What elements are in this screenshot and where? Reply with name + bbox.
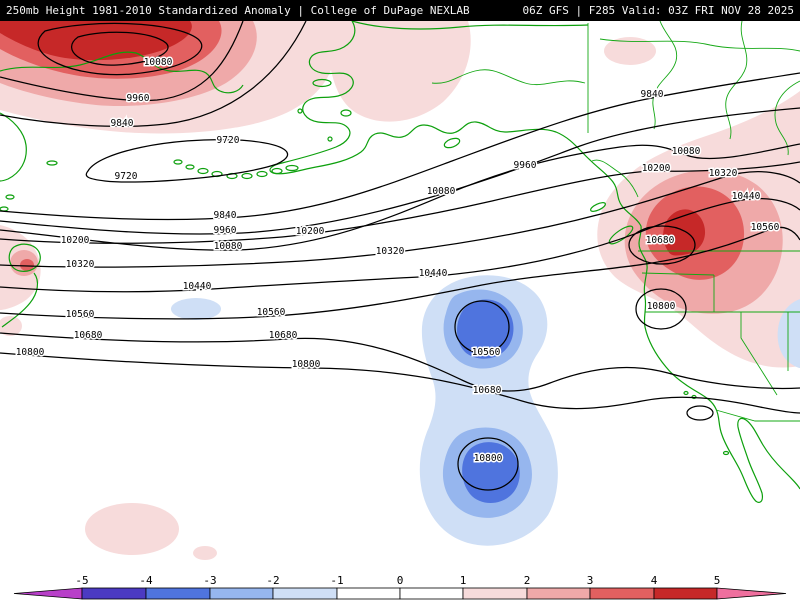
- weather-map: 1008099609840972097209840996010080102001…: [0, 21, 800, 572]
- colorbar-tick-label: 3: [587, 574, 594, 587]
- contour-label: 10320: [376, 246, 405, 257]
- colorbar-tick-label: -2: [266, 574, 279, 587]
- colorbar-tick-label: 1: [460, 574, 467, 587]
- contour-label: 10680: [646, 235, 675, 246]
- contour-label: 10080: [672, 146, 701, 157]
- map-canvas: 1008099609840972097209840996010080102001…: [0, 21, 800, 572]
- contour-label: 10200: [642, 163, 671, 174]
- title-bar: 250mb Height 1981-2010 Standardized Anom…: [0, 0, 800, 21]
- contour-label: 10440: [183, 281, 212, 292]
- contour-label: 10560: [472, 347, 501, 358]
- contour-label: 10320: [709, 168, 738, 179]
- contour-label: 10680: [269, 330, 298, 341]
- contour-label: 10080: [427, 186, 456, 197]
- colorbar-tick-label: -1: [330, 574, 343, 587]
- contour-label: 10080: [144, 57, 173, 68]
- colorbar-segment: [82, 588, 146, 599]
- contour-label: 10680: [473, 385, 502, 396]
- contour-label: 9840: [111, 118, 134, 129]
- contour-label: 9840: [641, 89, 664, 100]
- contour-label: 10560: [751, 222, 780, 233]
- contour-label: 10440: [732, 191, 761, 202]
- colorbar-segment: [654, 588, 717, 599]
- contour-label: 10800: [647, 301, 676, 312]
- colorbar-segment: [590, 588, 654, 599]
- colorbar-segment: [527, 588, 590, 599]
- anomaly-colorbar: -5 -4 -3 -2 -1 0 1 2 3 4 5: [0, 572, 800, 600]
- colorbar-segment: [337, 588, 400, 599]
- colorbar-segment: [210, 588, 273, 599]
- contour-label: 10800: [474, 453, 503, 464]
- colorbar-segment: [273, 588, 337, 599]
- contour-label: 9720: [115, 171, 138, 182]
- contour-label: 10080: [214, 241, 243, 252]
- colorbar-segment: [717, 588, 786, 599]
- contour-label: 10800: [16, 347, 45, 358]
- contour-label: 10320: [66, 259, 95, 270]
- colorbar-tick-label: -4: [139, 574, 153, 587]
- contour-label: 10200: [296, 226, 325, 237]
- colorbar-tick-label: -3: [203, 574, 216, 587]
- contour-label: 9840: [214, 210, 237, 221]
- contour-label: 10800: [292, 359, 321, 370]
- colorbar-tick-label: 4: [651, 574, 658, 587]
- colorbar-canvas: -5 -4 -3 -2 -1 0 1 2 3 4 5: [0, 572, 800, 600]
- contour-label: 10680: [74, 330, 103, 341]
- run-valid-time: 06Z GFS | F285 Valid: 03Z FRI NOV 28 202…: [522, 0, 794, 21]
- contour-label: 10560: [257, 307, 286, 318]
- colorbar-segment: [14, 588, 82, 599]
- colorbar-segment: [400, 588, 463, 599]
- product-title: 250mb Height 1981-2010 Standardized Anom…: [6, 0, 470, 21]
- colorbar-segment: [463, 588, 527, 599]
- contour-label: 9720: [217, 135, 240, 146]
- anomaly-shading-positive: [0, 21, 800, 560]
- colorbar-tick-label: -5: [75, 574, 88, 587]
- contour-label: 10200: [61, 235, 90, 246]
- contour-label: 10440: [419, 268, 448, 279]
- colorbar-tick-label: 5: [714, 574, 721, 587]
- colorbar-segment: [146, 588, 210, 599]
- contour-label: 10560: [66, 309, 95, 320]
- contour-label: 9960: [214, 225, 237, 236]
- colorbar-tick-label: 2: [524, 574, 531, 587]
- colorbar-tick-label: 0: [397, 574, 404, 587]
- contour-label: 9960: [127, 93, 150, 104]
- contour-label: 9960: [514, 160, 537, 171]
